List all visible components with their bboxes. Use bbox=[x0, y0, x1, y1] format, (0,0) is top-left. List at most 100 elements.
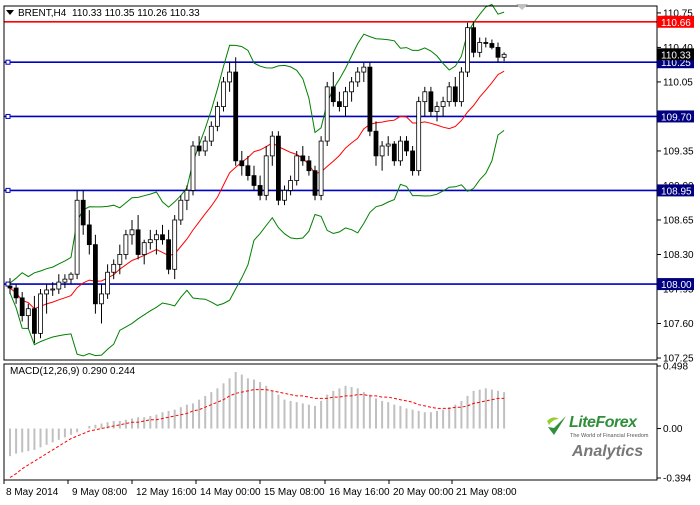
candle-body bbox=[355, 71, 361, 83]
candle-body bbox=[50, 288, 56, 291]
macd-label: MACD(12,26,9) 0.290 0.244 bbox=[10, 366, 136, 377]
time-tick-label: 8 May 2014 bbox=[6, 487, 59, 498]
candle-body bbox=[80, 199, 86, 226]
bollinger-upper bbox=[9, 3, 505, 284]
candle-body bbox=[111, 263, 117, 273]
candle-body bbox=[471, 27, 477, 53]
macd-panel-frame bbox=[3, 363, 658, 481]
time-tick-label: 16 May 16:00 bbox=[329, 487, 390, 498]
candle-body bbox=[300, 155, 306, 162]
level-anchor bbox=[5, 187, 11, 193]
macd-tick-label: 0.498 bbox=[663, 362, 688, 373]
candles bbox=[7, 21, 507, 344]
price-tick-label: 107.60 bbox=[663, 319, 694, 330]
candle-body bbox=[208, 125, 214, 142]
candle-body bbox=[56, 281, 62, 290]
candle-body bbox=[391, 143, 397, 162]
axis-labels: 110.75110.40110.05109.70109.35109.00108.… bbox=[6, 8, 694, 498]
candle-body bbox=[153, 234, 159, 241]
candle-body bbox=[282, 189, 287, 201]
level-price-text: 108.95 bbox=[661, 186, 692, 197]
candle-body bbox=[251, 175, 257, 186]
liteforex-leaf-icon bbox=[547, 416, 566, 435]
macd-panel bbox=[9, 372, 506, 478]
level-price-text: 108.00 bbox=[661, 280, 692, 291]
bollinger-lower bbox=[9, 130, 505, 357]
horizontal-levels bbox=[4, 20, 657, 287]
price-tick-label: 110.75 bbox=[663, 8, 693, 19]
candle-body bbox=[397, 140, 403, 162]
candle-body bbox=[361, 66, 367, 73]
level-price-tag bbox=[657, 15, 694, 28]
candle-body bbox=[38, 293, 43, 334]
dropdown-triangle-icon[interactable] bbox=[6, 10, 14, 15]
macd-tick-label: -0.394 bbox=[663, 474, 692, 485]
price-tick-label: 109.35 bbox=[663, 146, 694, 157]
time-tick-label: 15 May 08:00 bbox=[264, 487, 325, 498]
candle-body bbox=[294, 155, 300, 181]
candle-body bbox=[7, 285, 13, 289]
bollinger-bands bbox=[9, 3, 505, 357]
candle-body bbox=[428, 91, 434, 112]
level-price-text: 110.66 bbox=[661, 18, 691, 29]
candle-body bbox=[367, 66, 373, 132]
candle-body bbox=[263, 155, 269, 196]
candle-body bbox=[312, 170, 318, 196]
candle-body bbox=[13, 287, 19, 299]
candle-body bbox=[385, 143, 391, 147]
candle-body bbox=[233, 71, 239, 162]
candle-body bbox=[452, 86, 458, 103]
logo-analytics: Analytics bbox=[572, 443, 644, 460]
candle-body bbox=[44, 289, 49, 295]
candle-body bbox=[93, 244, 98, 305]
candle-body bbox=[458, 71, 464, 103]
candle-body bbox=[202, 140, 208, 152]
logo-tagline: The World of Financial Freedom bbox=[570, 433, 649, 439]
candle-body bbox=[135, 229, 141, 255]
candle-body bbox=[214, 106, 220, 127]
level-anchor bbox=[5, 281, 11, 287]
level-price-tag bbox=[657, 184, 694, 197]
candle-body bbox=[160, 234, 165, 241]
logo-name: LiteForex bbox=[569, 414, 637, 431]
candle-body bbox=[324, 86, 330, 142]
price-tick-label: 110.05 bbox=[663, 77, 693, 88]
candle-body bbox=[62, 278, 68, 283]
candle-body bbox=[465, 27, 470, 73]
ohlc-values: 110.33 110.35 110.26 110.33 bbox=[72, 8, 200, 19]
candle-body bbox=[404, 140, 409, 152]
candle-body bbox=[129, 229, 135, 236]
candle-body bbox=[239, 160, 245, 167]
candle-body bbox=[117, 254, 123, 265]
candle-body bbox=[166, 239, 172, 270]
level-anchor bbox=[5, 113, 11, 119]
candle-body bbox=[318, 140, 324, 196]
candle-body bbox=[172, 219, 178, 270]
liteforex-logo: LiteForex The World of Financial Freedom… bbox=[545, 413, 653, 473]
candle-body bbox=[275, 135, 281, 201]
time-tick-label: 12 May 16:00 bbox=[136, 487, 197, 498]
candle-body bbox=[410, 150, 416, 172]
candle-body bbox=[257, 185, 263, 196]
time-tick-label: 9 May 08:00 bbox=[72, 487, 127, 498]
symbol-label: BRENT,H4 bbox=[18, 8, 67, 19]
candle-body bbox=[349, 81, 355, 93]
candle-body bbox=[343, 91, 348, 107]
candle-body bbox=[440, 101, 446, 107]
candle-body bbox=[489, 43, 495, 48]
candle-body bbox=[147, 239, 153, 244]
candle-body bbox=[416, 101, 422, 172]
candle-body bbox=[190, 145, 196, 191]
price-tick-label: 108.30 bbox=[663, 250, 694, 261]
candle-body bbox=[25, 308, 31, 317]
current-price-text: 110.33 bbox=[661, 50, 691, 61]
price-tick-label: 107.25 bbox=[663, 354, 694, 365]
candle-body bbox=[221, 81, 226, 107]
time-tick-label: 21 May 08:00 bbox=[456, 487, 517, 498]
chart-shift-marker-icon bbox=[516, 4, 528, 10]
candle-body bbox=[501, 53, 507, 58]
price-panel-frame bbox=[3, 5, 658, 361]
price-tick-label: 108.65 bbox=[663, 215, 694, 226]
